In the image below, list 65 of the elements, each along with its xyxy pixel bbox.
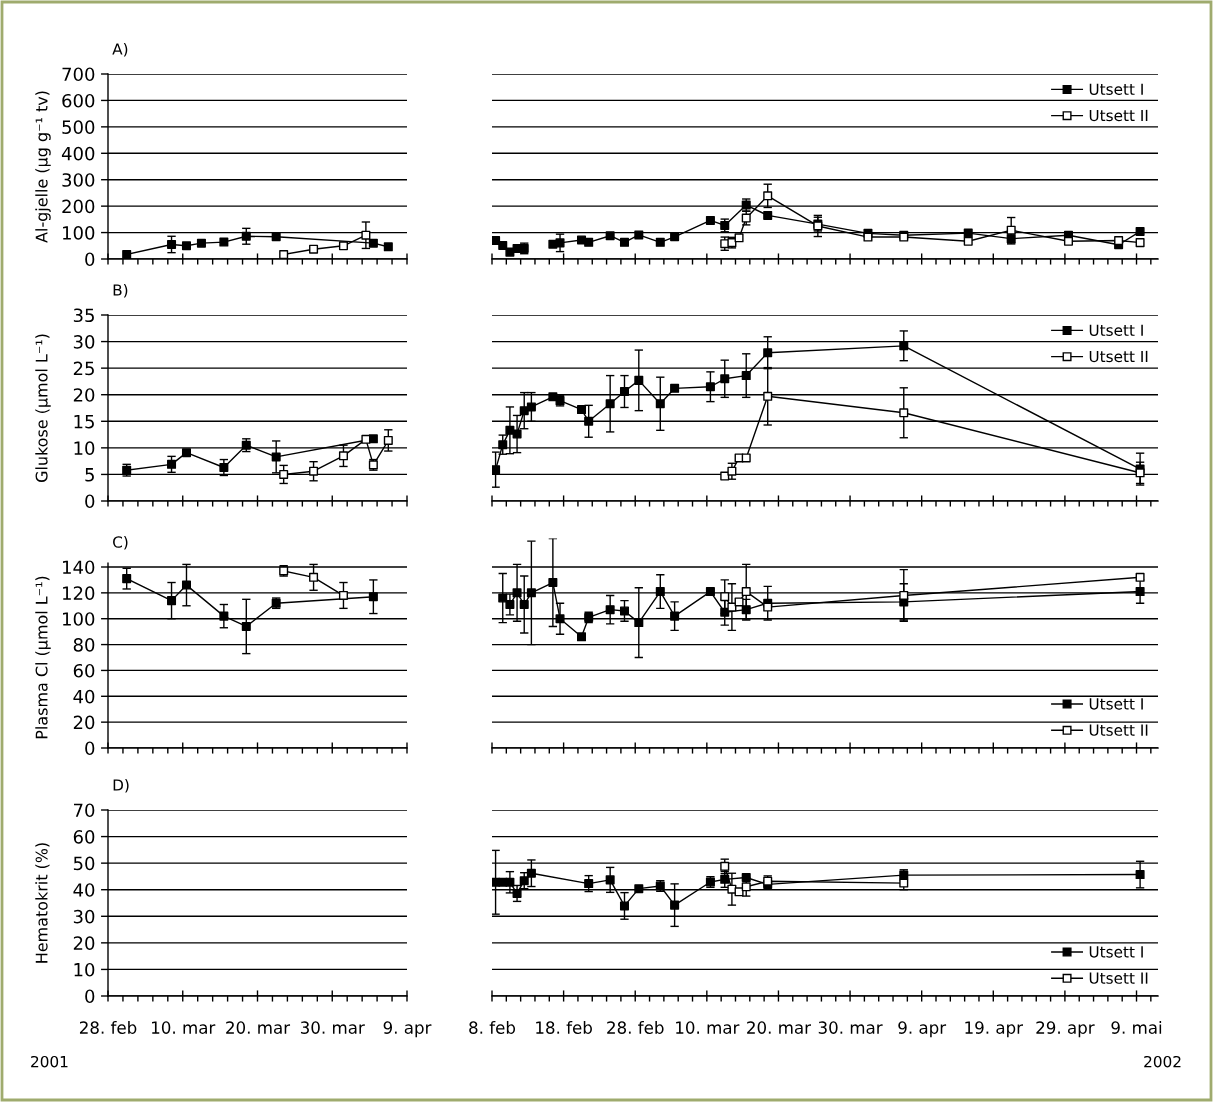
y-tick-label: 0 — [85, 741, 95, 756]
y-tick-label: 400 — [61, 146, 95, 161]
y-axis-title: Hematokrit (%) — [35, 843, 50, 963]
y-tick-label: 25 — [73, 361, 94, 376]
y-tick-label: 700 — [62, 67, 95, 82]
text: 2002 — [1144, 1055, 1181, 1068]
y-tick-label: 15 — [74, 414, 94, 429]
y-tick-label: 40 — [73, 883, 95, 897]
chart-title: C) — [113, 536, 128, 550]
y-tick-label: 300 — [62, 173, 95, 187]
y-tick-label: 600 — [62, 93, 95, 108]
y-tick-label: 35 — [73, 308, 94, 323]
x-tick-label: 19. apr — [965, 1021, 1024, 1038]
y-tick-label: 0 — [85, 494, 95, 509]
legend-label: Utsett II — [1089, 724, 1148, 736]
x-tick-label: 9. apr — [383, 1021, 432, 1038]
y-tick-label: 80 — [73, 638, 95, 652]
y-tick-label: 200 — [62, 199, 95, 214]
y-tick-label: 120 — [63, 586, 95, 600]
y-tick-label: 20 — [73, 936, 95, 950]
x-tick-label: 10. mar — [676, 1021, 740, 1034]
y-tick-label: 70 — [74, 803, 95, 818]
x-tick-label: 29. apr — [1036, 1021, 1095, 1038]
y-tick-label: 30 — [73, 335, 95, 349]
legend-label: Utsett II — [1089, 109, 1148, 122]
x-tick-label: 28. feb — [607, 1021, 664, 1034]
text: 2001 — [31, 1055, 68, 1068]
y-tick-label: 40 — [73, 689, 95, 704]
x-tick-label: 18. feb — [536, 1021, 592, 1034]
y-tick-label: 100 — [63, 612, 95, 626]
y-axis-title: Glukose (µmol L⁻¹) — [35, 334, 51, 483]
y-tick-label: 20 — [73, 715, 95, 730]
y-tick-label: 500 — [62, 120, 95, 134]
y-tick-label: 140 — [63, 560, 95, 575]
x-tick-label: 30. mar — [300, 1021, 365, 1034]
x-tick-label: 20. mar — [226, 1021, 291, 1034]
x-tick-label: 28. feb — [79, 1021, 137, 1034]
chart-title: B) — [113, 284, 128, 298]
y-axis-title: Al-gjelle (µg g⁻¹ tv) — [35, 91, 51, 243]
legend-label: Utsett I — [1089, 946, 1143, 958]
legend-label: Utsett II — [1089, 350, 1148, 363]
y-tick-label: 0 — [85, 252, 95, 267]
legend-label: Utsett I — [1089, 698, 1143, 710]
x-tick-label: 30. mar — [818, 1021, 883, 1034]
y-tick-label: 50 — [73, 856, 95, 871]
y-tick-label: 30 — [73, 909, 95, 924]
x-tick-label: 9. mai — [1111, 1021, 1162, 1034]
y-tick-label: 0 — [85, 989, 95, 1004]
y-tick-label: 60 — [73, 663, 95, 678]
y-axis-title: Plasma Cl (µmol L⁻¹) — [35, 576, 51, 739]
chart-title: D) — [113, 779, 129, 793]
x-tick-label: 8. feb — [469, 1021, 516, 1034]
y-tick-label: 20 — [73, 388, 95, 402]
chart-title: A) — [112, 43, 128, 57]
x-tick-label: 9. apr — [898, 1021, 947, 1038]
legend-label: Utsett I — [1089, 324, 1143, 336]
y-tick-label: 100 — [63, 226, 95, 240]
y-tick-label: 60 — [73, 830, 95, 844]
x-tick-label: 20. mar — [747, 1021, 811, 1034]
legend-label: Utsett II — [1089, 972, 1148, 984]
y-tick-label: 10 — [74, 441, 95, 455]
y-tick-label: 5 — [85, 468, 94, 482]
legend-label: Utsett I — [1089, 83, 1143, 95]
y-tick-label: 10 — [74, 962, 95, 977]
x-tick-label: 10. mar — [152, 1021, 216, 1034]
